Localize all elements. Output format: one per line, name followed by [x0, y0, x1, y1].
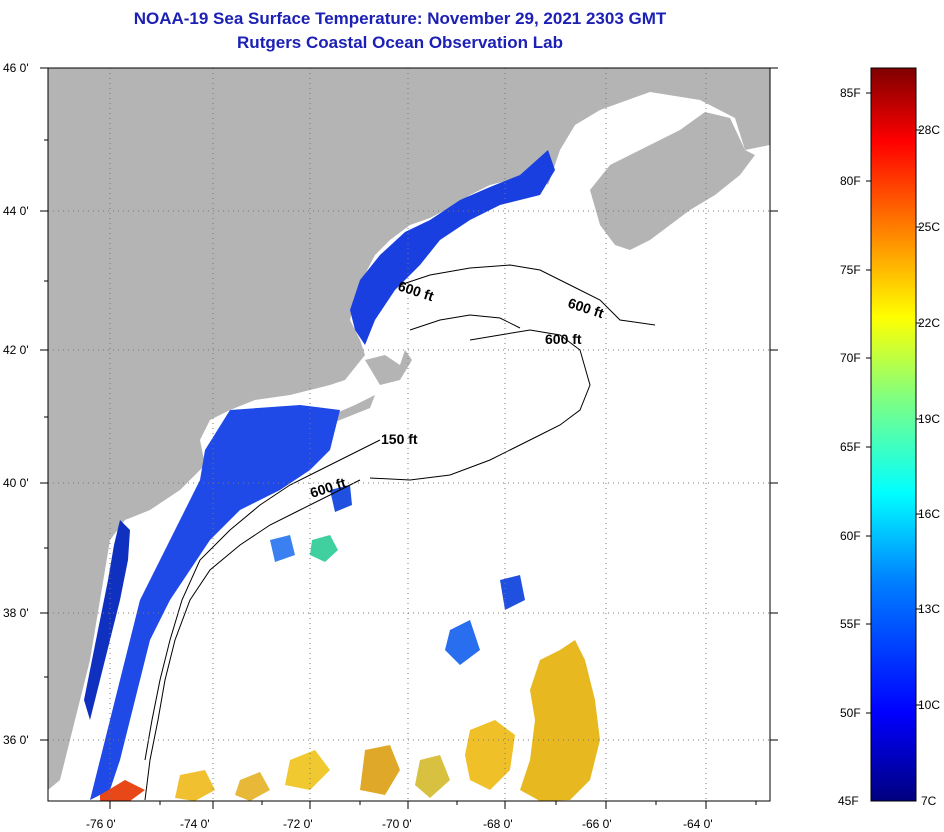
- colorbar-c-label: 13C: [918, 602, 940, 616]
- colorbar-c-label: 10C: [918, 698, 940, 712]
- colorbar-f-label: 70F: [840, 351, 861, 365]
- colorbar-c-label: 16C: [918, 507, 940, 521]
- lat-label: 42 0': [3, 343, 29, 357]
- warm-water-patches: [175, 640, 600, 801]
- colorbar-f-label: 60F: [840, 529, 861, 543]
- cold-water-mid-atlantic: [90, 405, 340, 800]
- colorbar-f-label: 75F: [840, 263, 861, 277]
- warm-water-hatteras: [100, 780, 145, 801]
- colorbar: [870, 67, 917, 802]
- colorbar-c-label: 25C: [918, 220, 940, 234]
- lon-label: -76 0': [86, 817, 116, 831]
- lon-label: -64 0': [683, 817, 713, 831]
- bathymetry-contours: [144, 264, 656, 801]
- colorbar-ticks: [866, 92, 921, 714]
- land-nova-scotia: [590, 112, 755, 250]
- land-cape-cod: [365, 350, 412, 385]
- lat-label: 40 0': [3, 476, 29, 490]
- graticule: [48, 68, 770, 801]
- lon-label: -66 0': [582, 817, 612, 831]
- colorbar-f-label: 65F: [840, 440, 861, 454]
- colorbar-c-label: 28C: [918, 123, 940, 137]
- cold-water-gulf-of-maine: [350, 150, 555, 345]
- map-frame: [47, 67, 771, 802]
- colorbar-f-label: 45F: [838, 794, 859, 808]
- lon-label: -74 0': [180, 817, 210, 831]
- mid-water-patches: [270, 485, 525, 665]
- colorbar-c-label: 22C: [918, 316, 940, 330]
- land-mainland: [48, 68, 770, 790]
- lon-label: -72 0': [283, 817, 313, 831]
- chesapeake-bay: [84, 520, 130, 720]
- lon-label: -70 0': [382, 817, 412, 831]
- map-title: NOAA-19 Sea Surface Temperature: Novembe…: [133, 9, 667, 28]
- contour-label: 150 ft: [381, 431, 418, 447]
- lat-label: 36 0': [3, 733, 29, 747]
- colorbar-f-label: 50F: [840, 706, 861, 720]
- lat-label: 38 0': [3, 606, 29, 620]
- contour-label: 600 ft: [545, 331, 582, 347]
- map-subtitle: Rutgers Coastal Ocean Observation Lab: [237, 33, 563, 52]
- lat-label: 46 0': [3, 61, 29, 75]
- lon-label: -68 0': [483, 817, 513, 831]
- lat-label: 44 0': [3, 204, 29, 218]
- colorbar-c-label: 7C: [921, 794, 937, 808]
- colorbar-f-label: 85F: [840, 86, 861, 100]
- colorbar-f-label: 55F: [840, 617, 861, 631]
- colorbar-c-label: 19C: [918, 412, 940, 426]
- colorbar-f-label: 80F: [840, 174, 861, 188]
- frame-ticks: [40, 67, 778, 809]
